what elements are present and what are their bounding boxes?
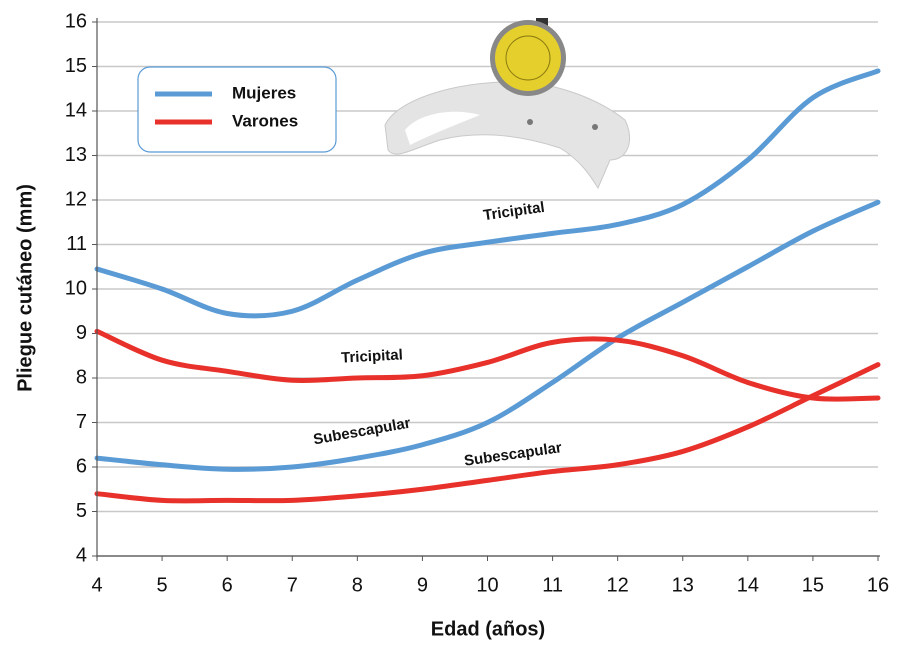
x-tick-label: 4 (91, 574, 102, 596)
x-tick-label: 12 (607, 574, 629, 596)
y-tick-label: 11 (66, 233, 87, 255)
x-tick-label: 7 (287, 574, 298, 596)
y-tick-label: 7 (76, 411, 87, 433)
x-tick-label: 13 (672, 574, 694, 596)
x-tick-label: 6 (222, 574, 233, 596)
y-tick-label: 9 (76, 322, 87, 344)
y-tick-label: 4 (76, 544, 87, 566)
y-tick-label: 5 (76, 500, 87, 522)
x-tick-label: 9 (417, 574, 428, 596)
x-tick-label: 15 (802, 574, 824, 596)
y-tick-label: 12 (65, 188, 87, 210)
legend-label: Mujeres (232, 83, 296, 102)
y-tick-label: 10 (65, 277, 87, 299)
y-tick-label: 16 (65, 10, 87, 32)
legend: Mujeres Varones (138, 67, 336, 152)
y-tick-label: 15 (65, 55, 87, 77)
y-tick-label: 13 (65, 144, 87, 166)
y-axis-title: Pliegue cutáneo (mm) (14, 184, 36, 392)
x-tick-label: 16 (867, 574, 889, 596)
line-label: Subescapular (312, 415, 412, 449)
y-tick-label: 8 (76, 366, 87, 388)
line-label: Subescapular (463, 439, 563, 470)
chart: Mujeres Varones Edad (años) Pliegue cután… (0, 0, 897, 645)
x-tick-label: 14 (737, 574, 759, 596)
x-tick-label: 10 (476, 574, 498, 596)
x-tick-label: 5 (157, 574, 168, 596)
x-tick-label: 8 (352, 574, 363, 596)
y-tick-label: 6 (76, 455, 87, 477)
line-label: Tricipital (482, 199, 545, 224)
legend-box (138, 67, 336, 152)
legend-label: Varones (232, 111, 298, 130)
caliper-illustration (385, 18, 630, 188)
line (97, 331, 878, 399)
x-tick-label: 11 (542, 574, 563, 596)
line-label: Tricipital (341, 346, 403, 366)
y-tick-label: 14 (65, 99, 87, 121)
x-axis-title: Edad (años) (431, 618, 545, 640)
